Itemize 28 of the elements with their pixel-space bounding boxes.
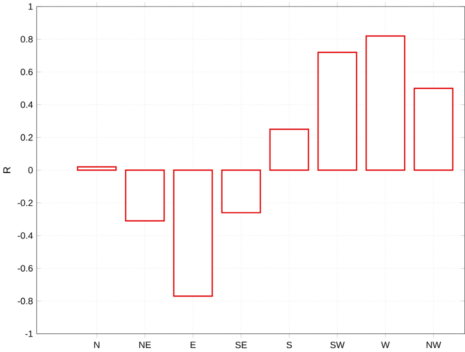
bar <box>173 170 213 297</box>
x-tick-label: E <box>190 342 196 348</box>
y-tick-label: 1 <box>28 4 33 10</box>
y-tick-label: 0.8 <box>20 36 33 43</box>
bar <box>76 166 117 171</box>
x-tick-label: W <box>381 342 390 348</box>
x-tick-label: SE <box>235 342 247 348</box>
bar <box>366 36 406 171</box>
y-tick-label: -0.4 <box>18 232 33 240</box>
bar <box>269 128 310 171</box>
y-tick-label: 0.4 <box>20 102 33 108</box>
bar <box>414 88 454 171</box>
bar <box>221 170 261 214</box>
bar <box>125 170 165 222</box>
y-axis-title: R <box>3 167 10 174</box>
y-tick-label: -0.6 <box>18 265 33 272</box>
x-tick-label: S <box>286 342 292 348</box>
y-tick-label: 0.2 <box>20 134 33 141</box>
y-tick-label: -0.8 <box>18 298 33 305</box>
x-tick-label: NE <box>139 342 151 348</box>
y-tick-label: -1 <box>25 330 33 338</box>
y-tick-label: -0.2 <box>18 200 33 206</box>
y-tick-label: 0 <box>28 167 33 174</box>
x-tick-label: N <box>94 342 100 348</box>
x-tick-label: SW <box>330 342 345 348</box>
y-tick-label: 0.6 <box>20 68 33 76</box>
bar <box>317 52 358 171</box>
x-tick-label: NW <box>426 342 442 348</box>
